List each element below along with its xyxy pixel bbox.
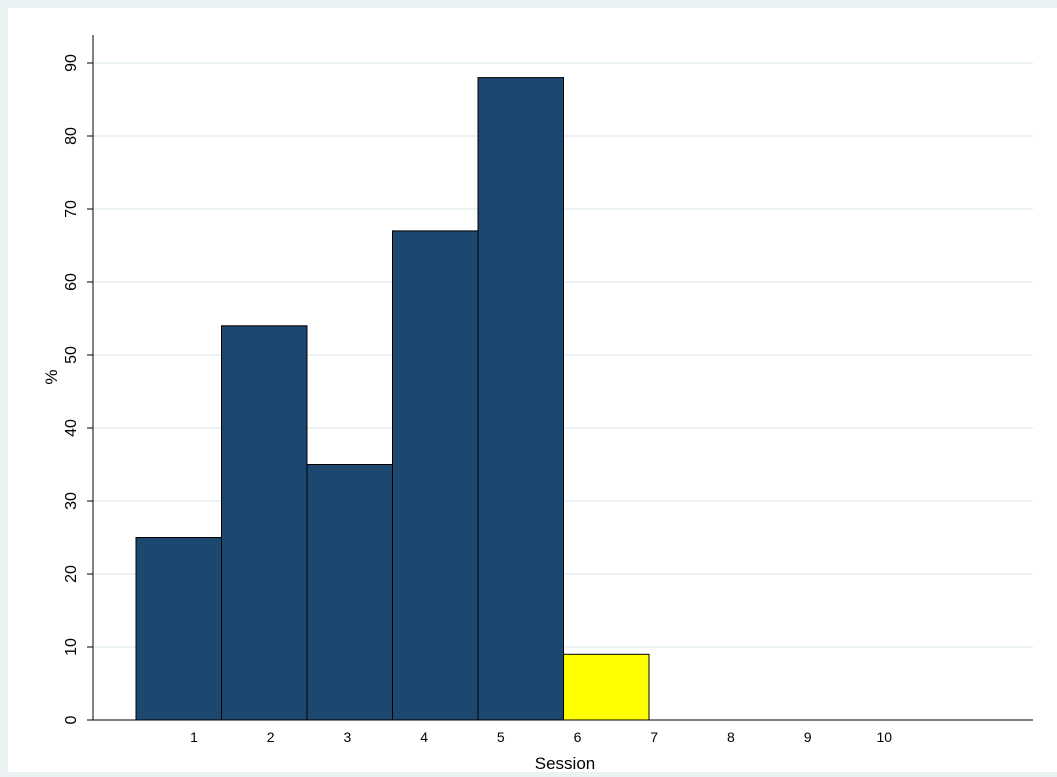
bar-session-5	[477, 77, 564, 721]
bar-session-1	[135, 537, 222, 721]
bar-session-3	[306, 464, 393, 721]
x-axis-label: Session	[535, 754, 595, 772]
x-tick-label: 4	[420, 729, 428, 745]
y-tick-label: 90	[63, 54, 80, 72]
y-tick-label: 80	[63, 127, 80, 145]
x-tick-label: 5	[497, 729, 505, 745]
y-tick-label: 30	[63, 492, 80, 510]
x-tick-label: 8	[727, 729, 735, 745]
bars	[135, 77, 650, 721]
x-tick-label: 9	[804, 729, 812, 745]
y-tick-label: 50	[63, 346, 80, 364]
y-tick-label: 40	[63, 419, 80, 437]
y-tick-label: 10	[63, 638, 80, 656]
y-ticks: 0 10 20 30 40 50 60 70 80 90	[63, 54, 93, 724]
x-tick-label: 7	[650, 729, 658, 745]
bar-session-6	[563, 653, 650, 721]
x-tick-label: 10	[877, 729, 893, 745]
x-tick-label: 1	[190, 729, 198, 745]
y-axis-label: %	[42, 369, 61, 384]
x-tick-label: 3	[344, 729, 352, 745]
x-tick-label: 6	[574, 729, 582, 745]
y-tick-label: 20	[63, 565, 80, 583]
y-tick-label: 60	[63, 273, 80, 291]
y-tick-label: 0	[63, 715, 80, 724]
x-tick-label: 2	[267, 729, 275, 745]
bar-session-2	[221, 325, 308, 721]
bar-session-4	[392, 230, 479, 721]
y-tick-label: 70	[63, 200, 80, 218]
x-ticks: 1 2 3 4 5 6 7 8 9 10	[190, 729, 892, 745]
